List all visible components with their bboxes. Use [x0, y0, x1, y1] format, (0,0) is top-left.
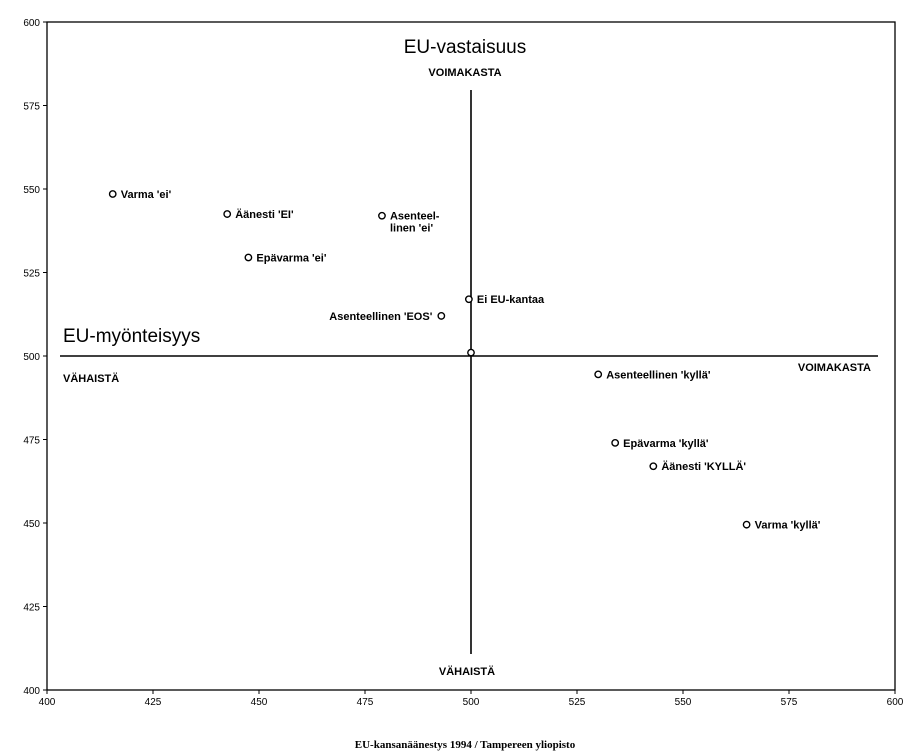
y-tick-label: 450: [23, 519, 40, 530]
tick-group: 400 425 450 475 500 525 550 575 600 400 425 450 475 5…: [23, 18, 903, 708]
x-tick-label: 425: [145, 697, 162, 708]
x-tick-label: 525: [569, 697, 586, 708]
cross-axes: [60, 90, 878, 654]
data-point: [223, 210, 232, 218]
point-label: Asenteellinen 'EOS': [329, 311, 432, 323]
horizontal-axis-right-label: VOIMAKASTA: [798, 362, 871, 374]
data-point: [464, 295, 473, 304]
data-point: [244, 253, 253, 262]
x-tick-label: 450: [251, 697, 268, 708]
point-label: Varma 'ei': [121, 189, 172, 201]
point-label: Ei EU-kantaa: [477, 294, 545, 306]
point-group: Varma 'ei' Äänesti 'EI' Asenteel-linen 'ei…: [108, 189, 821, 532]
data-point: [437, 312, 446, 320]
x-tick-label: 400: [39, 697, 56, 708]
point-label: Asenteellinen 'kyllä': [606, 369, 711, 381]
horizontal-axis-title: EU-myönteisyys: [63, 326, 200, 347]
horizontal-axis-left-label: VÄHAISTÄ: [63, 372, 119, 385]
data-point: [742, 520, 751, 529]
point-label: Asenteel-: [390, 211, 440, 223]
point-label: Äänesti 'KYLLÄ': [661, 460, 746, 473]
y-tick-label: 525: [23, 269, 40, 280]
y-tick-label: 575: [23, 102, 40, 113]
y-tick-label: 550: [23, 185, 40, 196]
y-tick-label: 425: [23, 603, 40, 614]
point-label: Varma 'kyllä': [755, 520, 821, 532]
point-label: Epävarma 'ei': [256, 252, 326, 264]
y-tick-label: 400: [23, 686, 40, 697]
data-point: [649, 462, 658, 471]
data-point: [108, 190, 117, 198]
x-tick-label: 575: [781, 697, 798, 708]
x-tick-label: 600: [887, 697, 903, 708]
data-point: [378, 211, 386, 220]
x-tick-label: 475: [357, 697, 374, 708]
point-label: Epävarma 'kyllä': [623, 438, 709, 450]
data-point: [467, 348, 475, 357]
point-label: Äänesti 'EI': [235, 208, 294, 221]
y-tick-label: 475: [23, 436, 40, 447]
vertical-axis-top-label: VOIMAKASTA: [428, 67, 501, 79]
data-point: [594, 370, 603, 379]
x-tick-label: 550: [675, 697, 692, 708]
vertical-axis-bottom-label: VÄHAISTÄ: [439, 665, 495, 678]
point-label: linen 'ei': [390, 223, 434, 235]
data-point: [611, 438, 620, 447]
y-tick-label: 500: [23, 352, 40, 363]
x-tick-label: 500: [463, 697, 480, 708]
y-tick-label: 600: [23, 18, 40, 29]
vertical-axis-title: EU-vastaisuus: [404, 37, 527, 58]
chart-caption: EU-kansanäänestys 1994 / Tampereen yliop…: [355, 739, 576, 751]
